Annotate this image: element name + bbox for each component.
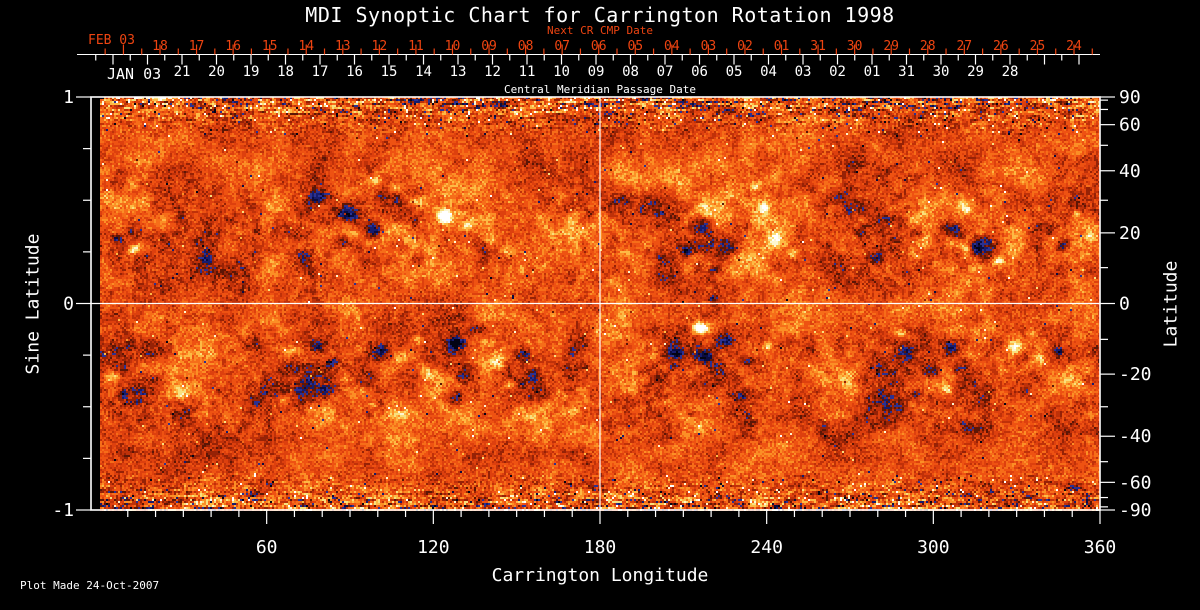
- cmp-day-label: 20: [208, 64, 225, 80]
- next-cr-axis-title: Next CR CMP Date: [547, 24, 653, 37]
- next-cr-day-label: 04: [664, 39, 680, 54]
- next-cr-day-label: 28: [920, 39, 936, 54]
- cmp-day-label: 02: [829, 64, 846, 80]
- cmp-day-label: 31: [898, 64, 915, 80]
- right-tick-label: 90: [1119, 87, 1141, 108]
- right-tick-label: -60: [1119, 472, 1152, 493]
- cmp-axis-title: Central Meridian Passage Date: [503, 83, 697, 96]
- cmp-day-label: 29: [967, 64, 984, 80]
- right-tick-label: -40: [1119, 426, 1152, 447]
- next-cr-day-label: 31: [810, 39, 826, 54]
- next-cr-day-label: 07: [554, 39, 570, 54]
- next-cr-day-label: 14: [298, 39, 314, 54]
- chart-title: MDI Synoptic Chart for Carrington Rotati…: [305, 3, 895, 27]
- cmp-day-label: 14: [415, 64, 432, 80]
- next-cr-day-label: 26: [993, 39, 1009, 54]
- next-cr-day-label: 12: [372, 39, 388, 54]
- left-tick-label: 0: [63, 294, 74, 315]
- x-tick-label: 240: [750, 537, 783, 558]
- x-tick-label: 360: [1084, 537, 1117, 558]
- x-tick-label: 60: [256, 537, 278, 558]
- cmp-day-label: 15: [381, 64, 398, 80]
- right-tick-label: -90: [1119, 500, 1152, 521]
- x-tick-label: 180: [584, 537, 617, 558]
- cmp-day-label: 30: [933, 64, 950, 80]
- cmp-day-label: 18: [277, 64, 294, 80]
- cmp-day-label: 12: [484, 64, 501, 80]
- cmp-month-label: JAN 03: [107, 65, 162, 83]
- right-tick-label: -20: [1119, 364, 1152, 385]
- next-cr-day-label: 15: [262, 39, 278, 54]
- next-cr-day-label: 05: [627, 39, 643, 54]
- next-cr-day-label: 06: [591, 39, 607, 54]
- next-cr-day-label: 17: [189, 39, 205, 54]
- cmp-day-label: 09: [588, 64, 605, 80]
- cmp-day-label: 21: [174, 64, 191, 80]
- cmp-day-label: 11: [519, 64, 536, 80]
- cmp-day-label: 04: [760, 64, 777, 80]
- cmp-day-label: 19: [243, 64, 260, 80]
- cmp-day-label: 13: [450, 64, 467, 80]
- next-cr-day-label: 08: [518, 39, 534, 54]
- next-cr-day-label: 10: [445, 39, 461, 54]
- cmp-day-label: 28: [1002, 64, 1019, 80]
- left-tick-label: -1: [52, 500, 74, 521]
- next-cr-day-label: 02: [737, 39, 753, 54]
- cmp-day-label: 10: [553, 64, 570, 80]
- left-axis-title: Sine Latitude: [22, 233, 44, 375]
- cmp-day-label: 06: [691, 64, 708, 80]
- x-tick-label: 300: [917, 537, 950, 558]
- next-cr-day-label: 01: [774, 39, 790, 54]
- next-cr-day-label: 29: [883, 39, 899, 54]
- next-cr-day-label: 30: [847, 39, 863, 54]
- next-cr-day-label: 09: [481, 39, 497, 54]
- x-tick-label: 120: [417, 537, 450, 558]
- x-axis-title: Carrington Longitude: [491, 565, 709, 586]
- cmp-day-label: 01: [864, 64, 881, 80]
- left-tick-label: 1: [63, 87, 74, 108]
- right-tick-label: 0: [1119, 294, 1130, 315]
- next-cr-day-label: 24: [1066, 39, 1082, 54]
- cmp-day-label: 17: [312, 64, 329, 80]
- next-cr-day-label: 27: [956, 39, 972, 54]
- next-cr-day-label: 03: [701, 39, 717, 54]
- cmp-day-label: 07: [657, 64, 674, 80]
- right-tick-label: 60: [1119, 115, 1141, 136]
- next-cr-day-label: 13: [335, 39, 351, 54]
- cmp-day-label: 08: [622, 64, 639, 80]
- next-cr-day-label: 25: [1030, 39, 1046, 54]
- next-cr-day-label: 18: [152, 39, 168, 54]
- right-tick-label: 20: [1119, 223, 1141, 244]
- plot-made-note: Plot Made 24-Oct-2007: [20, 579, 160, 592]
- right-axis-title: Latitude: [1160, 260, 1182, 348]
- cmp-day-label: 03: [795, 64, 812, 80]
- cmp-day-label: 16: [346, 64, 363, 80]
- cmp-day-label: 05: [726, 64, 743, 80]
- next-cr-day-label: 16: [225, 39, 241, 54]
- next-cr-month-label: FEB 03: [88, 33, 135, 48]
- right-tick-label: 40: [1119, 161, 1141, 182]
- next-cr-day-label: 11: [408, 39, 424, 54]
